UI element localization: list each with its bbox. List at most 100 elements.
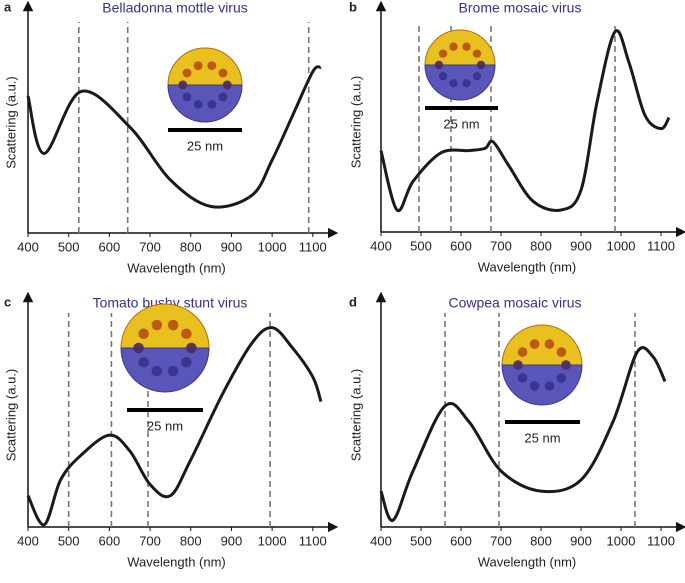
capsomer <box>138 356 149 368</box>
panel-letter: c <box>4 294 11 309</box>
capsomer <box>207 99 217 109</box>
capsomer <box>517 373 528 383</box>
x-axis-label: Wavelength (nm) <box>127 260 226 275</box>
x-tick-label: 800 <box>530 238 552 253</box>
chart-title: Tomato bushy stunt virus <box>93 295 248 311</box>
capsomer <box>472 72 482 81</box>
capsomer <box>178 80 188 90</box>
capsomer <box>138 328 149 340</box>
virus-bottom <box>501 364 583 406</box>
x-tick-label: 900 <box>221 533 243 548</box>
capsomer <box>434 60 444 70</box>
panel-letter: d <box>349 294 357 309</box>
virus-top <box>167 47 243 86</box>
x-tick-label: 500 <box>58 533 80 548</box>
capsomer <box>222 80 232 90</box>
capsomer <box>207 61 217 71</box>
x-tick-label: 700 <box>490 533 512 548</box>
scale-bar-label: 25 nm <box>147 418 183 433</box>
panel-letter: a <box>4 0 12 14</box>
scale-bar-label: 25 nm <box>443 116 479 131</box>
virus-bottom <box>167 84 243 123</box>
y-axis-label: Scattering (a.u.) <box>348 369 363 462</box>
capsomer <box>167 365 179 377</box>
scale-bar-label: 25 nm <box>524 430 560 445</box>
x-tick-label: 800 <box>180 533 202 548</box>
panel-letter: b <box>349 0 357 14</box>
x-tick-label: 600 <box>99 533 121 548</box>
x-tick-label: 400 <box>370 533 392 548</box>
x-axis-label: Wavelength (nm) <box>127 554 226 569</box>
capsomer <box>517 347 528 357</box>
scale-bar-label: 25 nm <box>187 138 223 153</box>
y-axis-label: Scattering (a.u.) <box>3 76 18 169</box>
x-tick-label: 900 <box>570 238 592 253</box>
capsomer <box>529 339 540 349</box>
y-axis-label: Scattering (a.u.) <box>348 76 363 169</box>
x-tick-label: 1100 <box>299 533 327 548</box>
x-tick-label: 400 <box>17 239 39 254</box>
capsomer <box>513 360 523 370</box>
capsomer <box>561 360 571 370</box>
x-tick-label: 800 <box>530 533 552 548</box>
x-axis-label: Wavelength (nm) <box>478 554 577 569</box>
capsomer <box>438 72 448 81</box>
capsomer <box>529 381 540 391</box>
x-axis-label: Wavelength (nm) <box>478 259 577 274</box>
x-tick-label: 900 <box>221 239 243 254</box>
capsomer <box>449 79 458 88</box>
x-tick-label: 500 <box>58 239 80 254</box>
capsomer <box>182 68 192 78</box>
capsomer <box>218 92 228 102</box>
capsomer <box>556 347 567 357</box>
x-tick-label: 600 <box>99 239 121 254</box>
x-tick-label: 800 <box>180 239 202 254</box>
x-tick-label: 1100 <box>299 239 327 254</box>
x-tick-label: 900 <box>570 533 592 548</box>
capsomer <box>133 342 144 354</box>
capsomer <box>193 99 203 109</box>
virus-top <box>424 29 496 66</box>
x-tick-label: 500 <box>410 238 432 253</box>
x-tick-label: 1000 <box>607 238 636 253</box>
capsomer <box>462 42 471 51</box>
capsomer <box>476 60 486 70</box>
x-tick-label: 1000 <box>258 239 287 254</box>
capsomer <box>544 339 555 349</box>
capsomer <box>186 342 197 354</box>
capsomer <box>151 365 163 377</box>
capsomer <box>167 319 179 331</box>
x-tick-label: 600 <box>450 238 472 253</box>
virus-top <box>501 324 583 366</box>
x-tick-label: 400 <box>370 238 392 253</box>
x-tick-label: 1100 <box>647 238 675 253</box>
fit-curve <box>379 346 667 522</box>
capsomer <box>181 328 192 340</box>
capsomer <box>182 92 192 102</box>
capsomer <box>181 356 192 368</box>
x-tick-label: 600 <box>450 533 472 548</box>
capsomer <box>449 42 458 51</box>
capsomer <box>218 68 228 78</box>
x-tick-label: 1000 <box>607 533 636 548</box>
chart-title: Cowpea mosaic virus <box>448 295 581 311</box>
capsomer <box>151 319 163 331</box>
x-tick-label: 700 <box>139 533 161 548</box>
capsomer <box>544 381 555 391</box>
x-tick-label: 500 <box>410 533 432 548</box>
virus-bottom <box>424 64 496 101</box>
fit-curve <box>379 29 671 213</box>
capsomer <box>472 49 482 58</box>
x-tick-label: 700 <box>490 238 512 253</box>
x-tick-label: 1000 <box>258 533 287 548</box>
fit-curve <box>26 326 323 527</box>
y-axis-label: Scattering (a.u.) <box>3 369 18 462</box>
x-tick-label: 400 <box>17 533 39 548</box>
chart-title: Brome mosaic virus <box>459 0 582 16</box>
chart-title: Belladonna mottle virus <box>102 0 248 16</box>
x-tick-label: 700 <box>139 239 161 254</box>
capsomer <box>556 373 567 383</box>
x-tick-label: 1100 <box>647 533 675 548</box>
capsomer <box>193 61 203 71</box>
